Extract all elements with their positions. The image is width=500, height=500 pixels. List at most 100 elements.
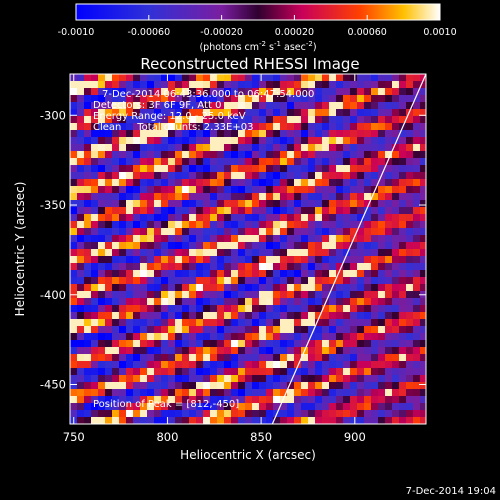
heatmap-cell — [406, 417, 414, 424]
heatmap-cell — [420, 179, 426, 187]
heatmap-cell — [266, 347, 274, 355]
heatmap-cell — [343, 417, 351, 424]
heatmap-cell — [378, 116, 386, 124]
heatmap-cell — [182, 235, 190, 243]
heatmap-cell — [77, 144, 85, 152]
heatmap-cell — [105, 319, 113, 327]
heatmap-cell — [175, 137, 183, 145]
heatmap-cell — [238, 417, 246, 424]
heatmap-cell — [182, 284, 190, 292]
heatmap-cell — [91, 144, 99, 152]
heatmap-cell — [301, 403, 309, 411]
heatmap-cell — [301, 130, 309, 138]
heatmap-cell — [84, 403, 92, 411]
heatmap-cell — [406, 298, 414, 306]
heatmap-cell — [98, 361, 106, 369]
heatmap-cell — [210, 95, 218, 103]
heatmap-cell — [84, 74, 92, 82]
heatmap-cell — [224, 186, 232, 194]
heatmap-cell — [126, 326, 134, 334]
heatmap-cell — [140, 368, 148, 376]
heatmap-cell — [147, 221, 155, 229]
heatmap-cell — [301, 123, 309, 131]
heatmap-cell — [217, 109, 225, 117]
heatmap-cell — [196, 305, 204, 313]
heatmap-cells — [70, 74, 426, 424]
heatmap-cell — [105, 137, 113, 145]
heatmap-cell — [245, 389, 253, 397]
heatmap-cell — [133, 249, 141, 257]
heatmap-cell — [210, 389, 218, 397]
heatmap-cell — [147, 312, 155, 320]
heatmap-cell — [189, 137, 197, 145]
heatmap-cell — [294, 193, 302, 201]
heatmap-cell — [147, 179, 155, 187]
heatmap-cell — [70, 88, 78, 96]
heatmap-cell — [308, 186, 316, 194]
heatmap-cell — [287, 193, 295, 201]
heatmap-cell — [147, 305, 155, 313]
heatmap-cell — [238, 403, 246, 411]
heatmap-cell — [154, 95, 162, 103]
heatmap-cell — [357, 249, 365, 257]
heatmap-cell — [336, 200, 344, 208]
heatmap-cell — [378, 396, 386, 404]
heatmap-cell — [357, 158, 365, 166]
heatmap-cell — [252, 242, 260, 250]
heatmap-cell — [336, 340, 344, 348]
heatmap-cell — [392, 326, 400, 334]
heatmap-cell — [161, 130, 169, 138]
heatmap-cell — [154, 179, 162, 187]
heatmap-cell — [161, 340, 169, 348]
heatmap-cell — [280, 144, 288, 152]
heatmap-cell — [182, 158, 190, 166]
heatmap-cell — [203, 221, 211, 229]
heatmap-cell — [280, 403, 288, 411]
heatmap-cell — [168, 172, 176, 180]
heatmap-cell — [238, 221, 246, 229]
heatmap-cell — [70, 333, 78, 341]
heatmap-cell — [301, 109, 309, 117]
heatmap-cell — [287, 333, 295, 341]
heatmap-cell — [322, 361, 330, 369]
heatmap-cell — [399, 74, 407, 82]
heatmap-cell — [168, 256, 176, 264]
heatmap-cell — [287, 130, 295, 138]
y-tick-label: -350 — [40, 198, 66, 212]
heatmap-cell — [420, 200, 426, 208]
heatmap-cell — [315, 221, 323, 229]
heatmap-cell — [259, 81, 267, 89]
heatmap-cell — [413, 151, 421, 159]
heatmap-cell — [308, 270, 316, 278]
heatmap-cell — [364, 333, 372, 341]
heatmap-cell — [147, 193, 155, 201]
heatmap-cell — [70, 179, 78, 187]
heatmap-cell — [420, 389, 426, 397]
heatmap-cell — [210, 284, 218, 292]
heatmap-cell — [98, 326, 106, 334]
heatmap-cell — [161, 326, 169, 334]
heatmap-cell — [140, 396, 148, 404]
heatmap-cell — [112, 221, 120, 229]
heatmap-cell — [406, 291, 414, 299]
heatmap-cell — [182, 270, 190, 278]
heatmap-cell — [350, 368, 358, 376]
heatmap-cell — [399, 179, 407, 187]
heatmap-cell — [357, 368, 365, 376]
heatmap-cell — [77, 88, 85, 96]
heatmap-cell — [350, 88, 358, 96]
heatmap-cell — [126, 277, 134, 285]
heatmap-cell — [329, 347, 337, 355]
heatmap-cell — [322, 74, 330, 82]
heatmap-cell — [119, 347, 127, 355]
heatmap-cell — [350, 382, 358, 390]
heatmap-cell — [392, 193, 400, 201]
heatmap-cell — [168, 221, 176, 229]
heatmap-cell — [175, 144, 183, 152]
heatmap-cell — [210, 221, 218, 229]
heatmap-cell — [161, 214, 169, 222]
heatmap-cell — [343, 158, 351, 166]
heatmap-cell — [91, 109, 99, 117]
heatmap-cell — [161, 417, 169, 424]
heatmap-cell — [252, 186, 260, 194]
